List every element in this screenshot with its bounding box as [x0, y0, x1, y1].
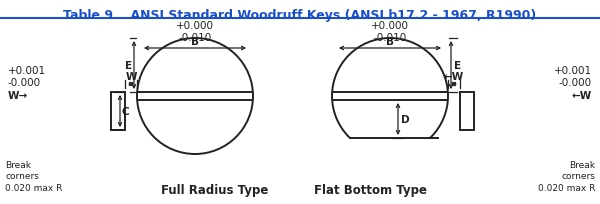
Text: Table 9    ANSI Standard Woodruff Keys (ANSI b17.2 - 1967, R1990): Table 9 ANSI Standard Woodruff Keys (ANS…: [64, 9, 536, 22]
Text: W→: W→: [8, 91, 28, 101]
Bar: [111, 93, 125, 130]
Text: +0.001
-0.000: +0.001 -0.000: [554, 66, 592, 87]
Text: Full Radius Type: Full Radius Type: [161, 183, 269, 196]
Bar: [460, 93, 474, 130]
Text: D: D: [401, 114, 410, 124]
Text: B: B: [386, 37, 394, 47]
Text: Flat Bottom Type: Flat Bottom Type: [314, 183, 427, 196]
Text: B: B: [191, 37, 199, 47]
Text: +0.001
-0.000: +0.001 -0.000: [8, 66, 46, 87]
Text: E: E: [454, 61, 461, 71]
Text: ←W: ←W: [572, 91, 592, 101]
Text: W: W: [125, 72, 137, 82]
Text: E: E: [125, 61, 132, 71]
Text: ←W: ←W: [444, 72, 464, 82]
Text: +0.000
-0.010: +0.000 -0.010: [176, 21, 214, 42]
Text: Break
corners
0.020 max R: Break corners 0.020 max R: [538, 161, 595, 192]
Text: C: C: [122, 106, 130, 116]
Text: Break
corners
0.020 max R: Break corners 0.020 max R: [5, 161, 62, 192]
Text: +0.000
-0.010: +0.000 -0.010: [371, 21, 409, 42]
Bar: [330, 138, 450, 204]
